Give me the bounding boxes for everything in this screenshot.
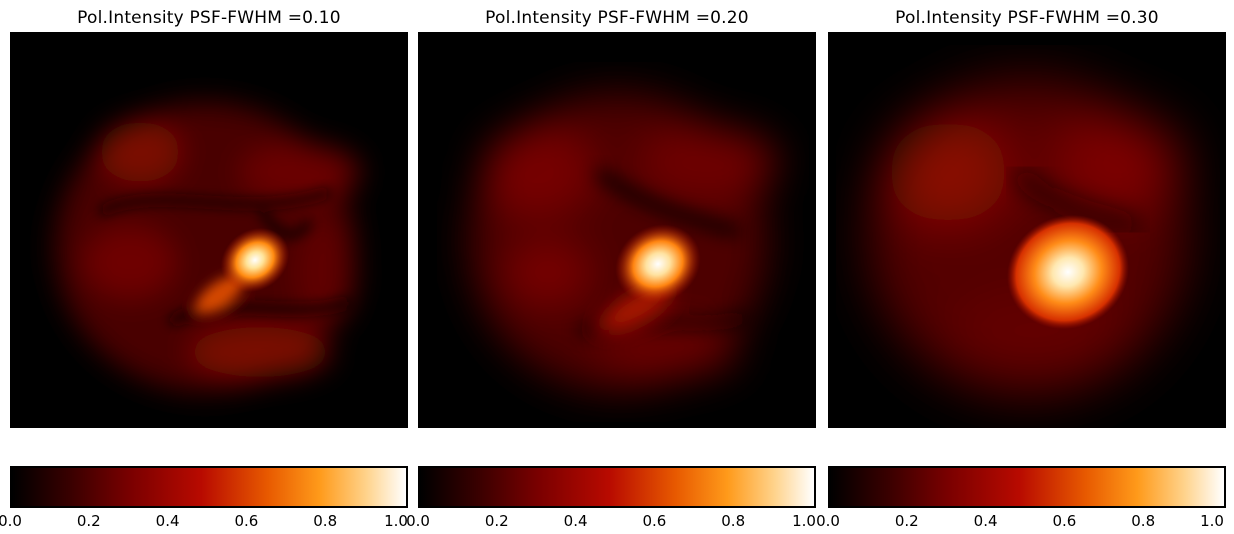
panel-title: Pol.Intensity PSF-FWHM =0.20 (485, 8, 749, 28)
colorbar-tick: 0.8 (721, 512, 746, 530)
colorbar-tick: 0.4 (155, 512, 180, 530)
colorbar (828, 466, 1226, 508)
panel-title: Pol.Intensity PSF-FWHM =0.10 (77, 8, 341, 28)
polarized-intensity-map (828, 32, 1226, 428)
panel-fwhm-0-10: Pol.Intensity PSF-FWHM =0.10 (0, 0, 408, 534)
polarized-intensity-map (10, 32, 408, 428)
colorbar-tick: 1.0 (384, 512, 408, 530)
colorbar-tick: 0.6 (1052, 512, 1077, 530)
panel-fwhm-0-20: Pol.Intensity PSF-FWHM =0.20 (406, 0, 816, 534)
intensity-image (828, 32, 1226, 428)
polarized-intensity-map (418, 32, 816, 428)
panel-fwhm-0-30: Pol.Intensity PSF-FWHM =0.30 (816, 0, 1226, 534)
colorbar-tick: 0.0 (816, 512, 840, 530)
intensity-image (10, 32, 408, 428)
colorbar-tick: 0.6 (642, 512, 667, 530)
colorbar (10, 466, 408, 508)
colorbar (418, 466, 816, 508)
colorbar-tick: 0.4 (973, 512, 998, 530)
colorbar-tick: 0.4 (563, 512, 588, 530)
colorbar-tick: 0.2 (76, 512, 101, 530)
colorbar-tick: 0.2 (894, 512, 919, 530)
panel-title: Pol.Intensity PSF-FWHM =0.30 (895, 8, 1159, 28)
intensity-image (418, 32, 816, 428)
colorbar-tick: 0.2 (484, 512, 509, 530)
colorbar-tick: 0.8 (1131, 512, 1156, 530)
colorbar-tick: 1.0 (792, 512, 816, 530)
colorbar-tick: 0.0 (0, 512, 22, 530)
colorbar-tick: 1.0 (1200, 512, 1224, 530)
colorbar-tick: 0.6 (234, 512, 259, 530)
colorbar-tick: 0.8 (313, 512, 338, 530)
colorbar-tick: 0.0 (406, 512, 430, 530)
